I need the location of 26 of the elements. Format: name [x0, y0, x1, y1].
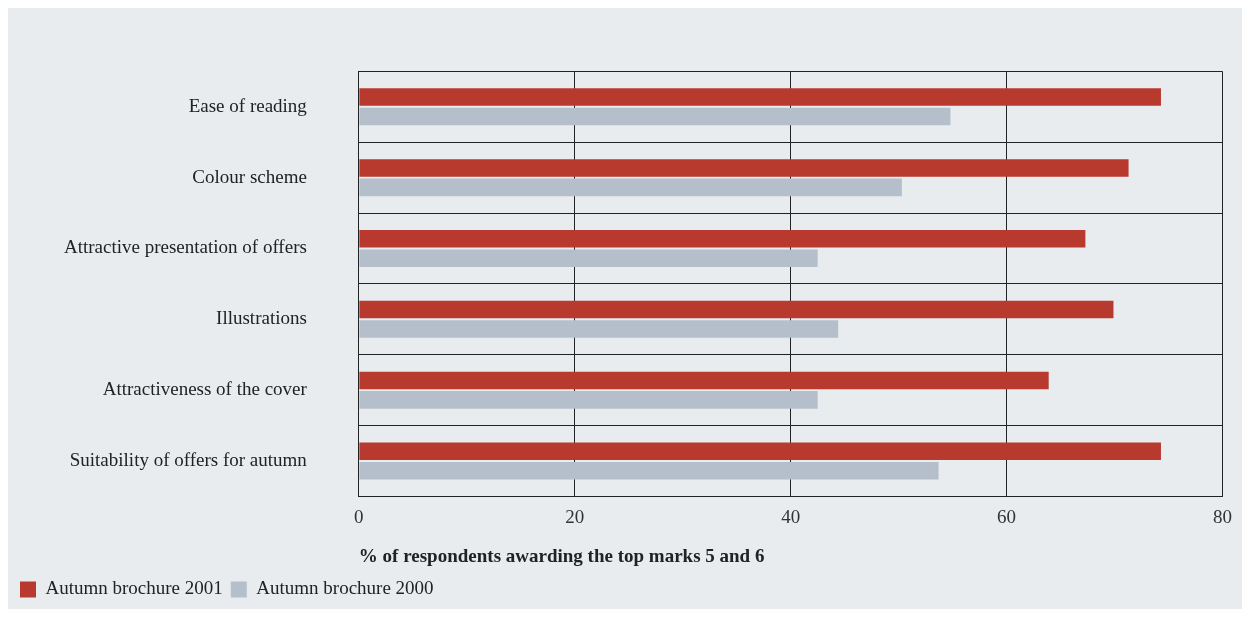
y-tick-label: Attractive presentation of offers — [63, 236, 307, 258]
bar — [359, 442, 1161, 461]
x-tick-label: 20 — [565, 505, 585, 527]
x-tick-label: 80 — [1213, 505, 1232, 527]
bar — [359, 178, 902, 197]
y-tick-label: Colour scheme — [192, 165, 307, 187]
bar — [359, 229, 1086, 248]
bar — [359, 300, 1114, 319]
bar — [359, 371, 1049, 390]
x-axis-title: % of respondents awarding the top marks 5 and 6 — [358, 544, 765, 566]
legend-label: Autumn brochure 2000 — [256, 577, 434, 599]
y-tick-label: Attractiveness of the cover — [102, 378, 308, 400]
bar — [359, 159, 1129, 177]
bar — [359, 320, 839, 338]
y-tick-label: Suitability of offers for autumn — [69, 448, 308, 470]
bar — [359, 461, 939, 480]
y-tick-label: Illustrations — [216, 307, 307, 329]
legend-label: Autumn brochure 2001 — [45, 577, 223, 599]
bar — [359, 249, 818, 267]
bar — [359, 88, 1161, 106]
x-tick-label: 0 — [354, 505, 364, 527]
bar — [359, 107, 951, 126]
x-tick-label: 60 — [997, 505, 1017, 527]
y-tick-label: Ease of reading — [188, 94, 308, 116]
bar — [359, 391, 818, 409]
x-tick-label: 40 — [781, 505, 801, 527]
